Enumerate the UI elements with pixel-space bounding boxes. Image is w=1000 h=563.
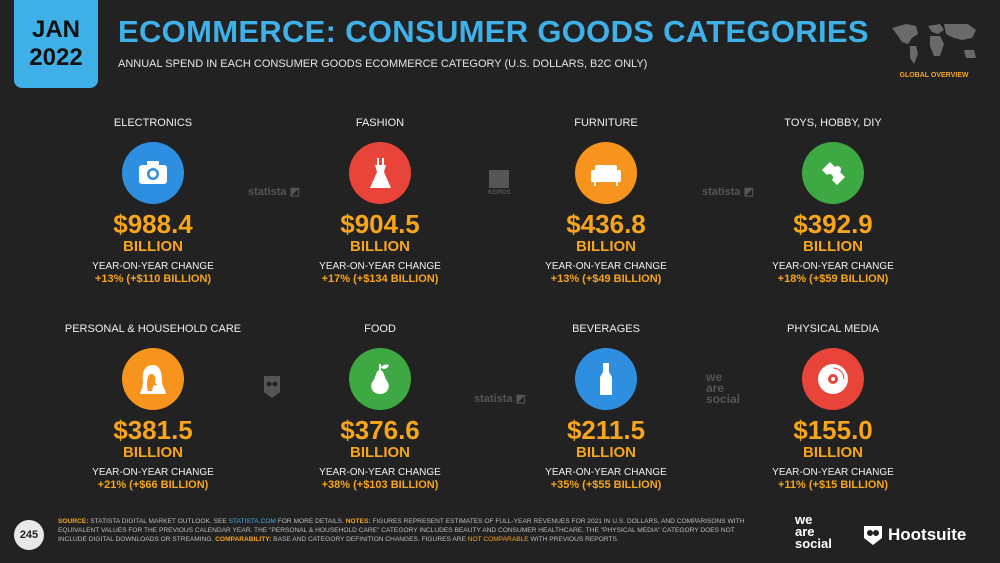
yoy-label: YEAR-ON-YEAR CHANGE — [319, 261, 441, 272]
we-are-social-watermark: we are social — [706, 370, 741, 406]
yoy-value: +38% (+$103 BILLION) — [321, 479, 439, 491]
yoy-label: YEAR-ON-YEAR CHANGE — [545, 261, 667, 272]
category-card: FASHION $904.5 BILLION YEAR-ON-YEAR CHANGE +… — [280, 117, 480, 285]
category-card: PERSONAL & HOUSEHOLD CARE $381.5 BILLION YE… — [53, 323, 253, 491]
woman-profile-icon — [122, 348, 184, 410]
owl-watermark-icon — [262, 374, 282, 403]
date-year: 2022 — [29, 44, 83, 71]
world-map-icon — [892, 24, 976, 64]
category-name: PHYSICAL MEDIA — [787, 323, 879, 335]
yoy-label: YEAR-ON-YEAR CHANGE — [92, 467, 214, 478]
statista-watermark: statista ◩ — [248, 186, 300, 198]
category-name: FURNITURE — [574, 117, 638, 129]
date-month: JAN — [31, 16, 80, 43]
yoy-value: +13% (+$110 BILLION) — [94, 273, 212, 285]
category-card: FURNITURE $436.8 BILLION YEAR-ON-YEAR CHANG… — [506, 117, 706, 285]
category-unit: BILLION — [576, 238, 636, 255]
we-are-social-logo: we are social — [795, 512, 832, 551]
yoy-label: YEAR-ON-YEAR CHANGE — [772, 261, 894, 272]
category-name: FASHION — [355, 117, 405, 129]
category-name: TOYS, HOBBY, DIY — [784, 117, 882, 129]
statista-link[interactable]: STATISTA.COM — [228, 518, 276, 525]
footnote: SOURCE: STATISTA DIGITAL MARKET OUTLOOK.… — [58, 518, 745, 543]
category-unit: BILLION — [350, 444, 410, 461]
puzzle-icon — [802, 142, 864, 204]
yoy-label: YEAR-ON-YEAR CHANGE — [92, 261, 214, 272]
yoy-label: YEAR-ON-YEAR CHANGE — [772, 467, 894, 478]
camera-icon — [122, 142, 184, 204]
category-card: FOOD $376.6 BILLION YEAR-ON-YEAR CHANGE +38%… — [280, 323, 480, 491]
bottle-icon — [575, 348, 637, 410]
pear-icon — [349, 348, 411, 410]
statista-watermark: statista ◩ — [474, 393, 526, 405]
statista-watermark: statista ◩ — [702, 186, 754, 198]
yoy-value: +13% (+$49 BILLION) — [550, 273, 662, 285]
category-value: $155.0 — [793, 415, 873, 445]
category-value: $988.4 — [113, 209, 193, 239]
category-card: ELECTRONICS $988.4 BILLION YEAR-ON-YEAR CHA… — [53, 117, 253, 285]
category-card: BEVERAGES $211.5 BILLION YEAR-ON-YEAR CHANG… — [506, 323, 706, 491]
category-unit: BILLION — [576, 444, 636, 461]
category-unit: BILLION — [350, 238, 410, 255]
date-badge: JAN 2022 — [14, 0, 98, 88]
yoy-value: +18% (+$59 BILLION) — [777, 273, 889, 285]
category-name: PERSONAL & HOUSEHOLD CARE — [64, 323, 242, 335]
category-unit: BILLION — [803, 238, 863, 255]
owl-icon — [864, 526, 882, 545]
yoy-value: +35% (+$55 BILLION) — [550, 479, 662, 491]
category-value: $211.5 — [566, 415, 646, 445]
yoy-label: YEAR-ON-YEAR CHANGE — [319, 467, 441, 478]
category-name: BEVERAGES — [572, 323, 640, 335]
category-value: $436.8 — [566, 209, 646, 239]
category-value: $381.5 — [113, 415, 193, 445]
category-card: PHYSICAL MEDIA $155.0 BILLION YEAR-ON-YEAR … — [733, 323, 933, 491]
sofa-icon — [575, 142, 637, 204]
category-card: TOYS, HOBBY, DIY $392.9 BILLION YEAR-ON-YEA… — [733, 117, 933, 285]
dress-icon — [349, 142, 411, 204]
category-name: ELECTRONICS — [113, 117, 193, 129]
category-value: $904.5 — [340, 209, 420, 239]
category-value: $392.9 — [793, 209, 873, 239]
yoy-value: +21% (+$66 BILLION) — [97, 479, 209, 491]
category-unit: BILLION — [803, 444, 863, 461]
category-unit: BILLION — [123, 444, 183, 461]
yoy-value: +17% (+$134 BILLION) — [321, 273, 439, 285]
yoy-value: +11% (+$15 BILLION) — [777, 479, 889, 491]
page-title: ECOMMERCE: CONSUMER GOODS CATEGORIES — [118, 14, 869, 49]
category-unit: BILLION — [123, 238, 183, 255]
region-label: GLOBAL OVERVIEW — [899, 72, 969, 79]
kepios-watermark: KEPIOS — [488, 170, 511, 196]
category-name: FOOD — [364, 323, 396, 335]
hootsuite-logo: Hootsuite — [862, 524, 966, 546]
yoy-label: YEAR-ON-YEAR CHANGE — [545, 467, 667, 478]
category-value: $376.6 — [340, 415, 420, 445]
page-subtitle: ANNUAL SPEND IN EACH CONSUMER GOODS ECOM… — [118, 58, 648, 70]
disc-icon — [802, 348, 864, 410]
page-number: 245 — [14, 520, 44, 550]
